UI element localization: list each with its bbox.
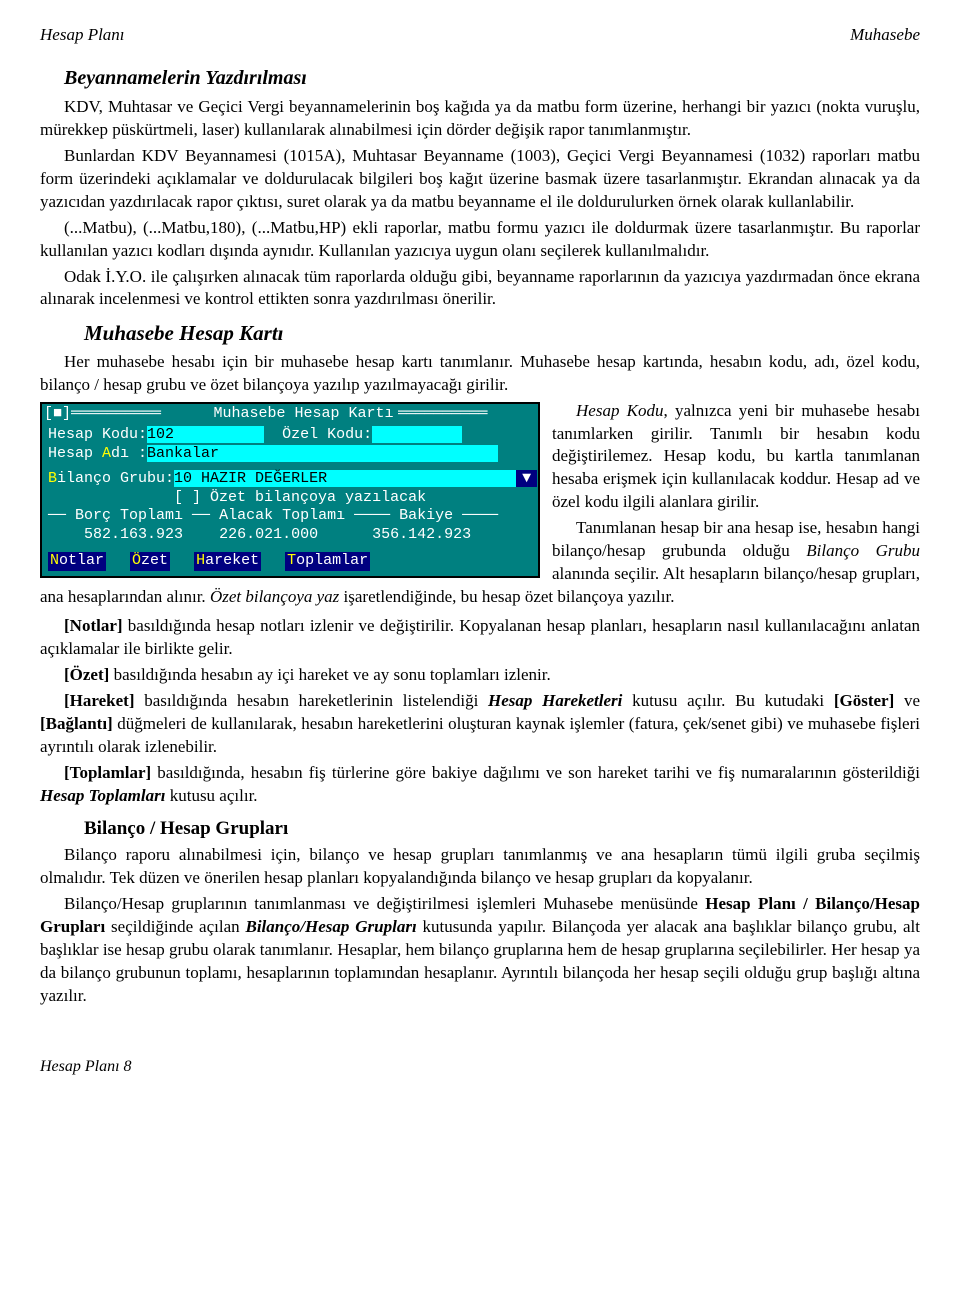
bakiye-value: 356.142.923 (372, 526, 471, 543)
section3-p1: Bilanço raporu alınabilmesi için, bilanç… (40, 844, 920, 890)
toplamlar-button[interactable]: Toplamlar (285, 552, 370, 571)
hesap-kodu-label: Hesap Kodu: (48, 426, 147, 443)
terminal-title: Muhasebe Hesap Kartı (210, 405, 398, 424)
bilanco-select[interactable]: 10 HAZIR DEĞERLER (174, 470, 516, 487)
bilanco-hotkey: B (48, 470, 57, 487)
totals-row: 582.163.923 226.021.000 356.142.923 (48, 526, 532, 545)
page-footer: Hesap Planı 8 (40, 1056, 920, 1078)
notlar-button[interactable]: Notlar (48, 552, 106, 571)
hesap-kodu-row: Hesap Kodu:102 Özel Kodu: (48, 426, 532, 445)
totals-divider: ── Borç Toplamı ── Alacak Toplamı ──── B… (48, 507, 532, 526)
titlebar-fill-right: ══════════ (398, 405, 536, 424)
section1-p1: KDV, Muhtasar ve Geçici Vergi beyannamel… (40, 96, 920, 142)
hesap-adi-hotkey: A (102, 445, 111, 462)
header-left: Hesap Planı (40, 24, 125, 47)
titlebar-fill-left: ══════════ (71, 405, 209, 424)
hareket-button[interactable]: Hareket (194, 552, 261, 571)
section2-intro: Her muhasebe hesabı için bir muhasebe he… (40, 351, 920, 397)
alacak-value: 226.021.000 (219, 526, 318, 543)
section1-title: Beyannamelerin Yazdırılması (64, 65, 920, 92)
ozel-kodu-input[interactable] (372, 426, 462, 443)
section2-toplamlar: [Toplamlar] basıldığında, hesabın fiş tü… (40, 762, 920, 808)
terminal-button-row: Notlar Özet Hareket Toplamlar (42, 549, 538, 576)
section3-title: Bilanço / Hesap Grupları (84, 816, 920, 842)
section2-notlar: [Notlar] basıldığında hesap notları izle… (40, 615, 920, 661)
ozel-kodu-label: Özel Kodu: (282, 426, 372, 443)
terminal-titlebar: [■] ══════════ Muhasebe Hesap Kartı ════… (42, 404, 538, 425)
terminal-card: [■] ══════════ Muhasebe Hesap Kartı ════… (40, 402, 540, 578)
section3-p2: Bilanço/Hesap gruplarının tanımlanması v… (40, 893, 920, 1008)
bilanco-label: ilanço Grubu: (57, 470, 174, 487)
page-header: Hesap Planı Muhasebe (40, 24, 920, 47)
close-icon[interactable]: [■] (44, 405, 71, 424)
ozet-button[interactable]: Özet (130, 552, 170, 571)
hesap-adi-input[interactable]: Bankalar (147, 445, 498, 462)
hesap-kodu-input[interactable]: 102 (147, 426, 264, 443)
borc-value: 582.163.923 (84, 526, 183, 543)
header-right: Muhasebe (850, 24, 920, 47)
section2-title: Muhasebe Hesap Kartı (84, 319, 920, 347)
bilanco-row: Bilanço Grubu:10 HAZIR DEĞERLER ▼ (48, 470, 532, 489)
section2-hareket: [Hareket] basıldığında hesabın hareketle… (40, 690, 920, 759)
section1-p2: Bunlardan KDV Beyannamesi (1015A), Muhta… (40, 145, 920, 214)
section2-ozet: [Özet] basıldığında hesabın ay içi harek… (40, 664, 920, 687)
section1-p3: (...Matbu), (...Matbu,180), (...Matbu,HP… (40, 217, 920, 263)
chevron-down-icon[interactable]: ▼ (516, 470, 537, 487)
ozet-check-row[interactable]: [ ] Özet bilançoya yazılacak (48, 489, 532, 508)
hesap-adi-row: Hesap Adı :Bankalar (48, 445, 532, 464)
section1-p4: Odak İ.Y.O. ile çalışırken alınacak tüm … (40, 266, 920, 312)
